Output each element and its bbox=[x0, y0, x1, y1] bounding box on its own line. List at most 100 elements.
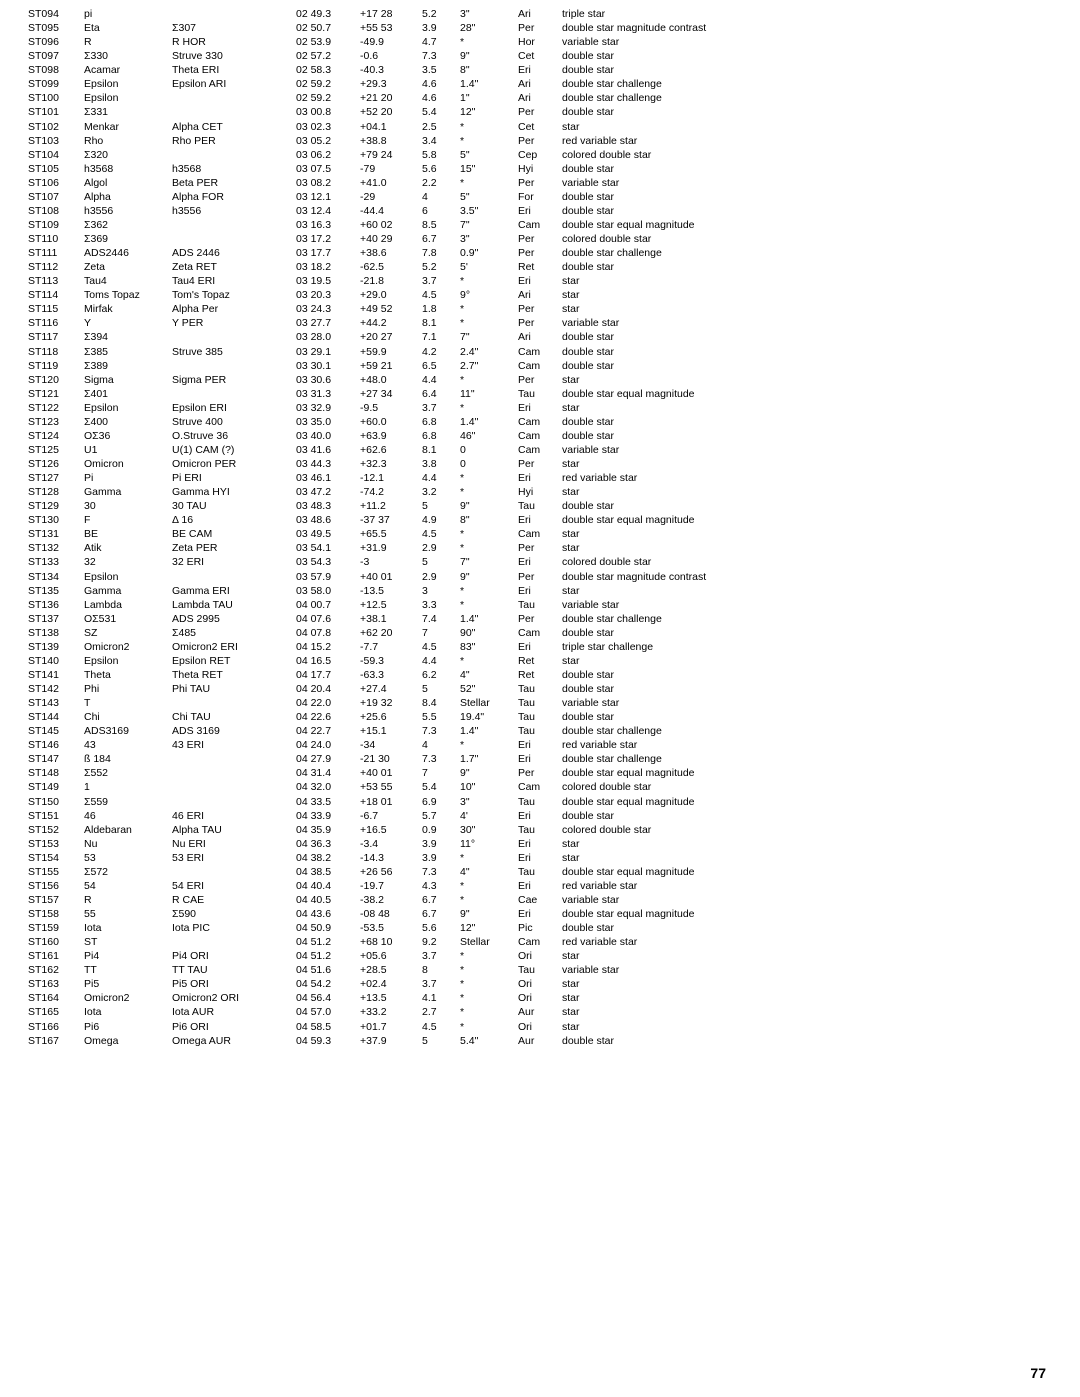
table-cell: Chi TAU bbox=[172, 711, 296, 725]
table-cell: 4 bbox=[422, 739, 460, 753]
table-cell: * bbox=[460, 542, 518, 556]
table-cell: -7.7 bbox=[360, 641, 422, 655]
table-cell: ST105 bbox=[28, 163, 84, 177]
table-cell: +41.0 bbox=[360, 177, 422, 191]
table-cell: ST110 bbox=[28, 233, 84, 247]
table-cell: Cam bbox=[518, 936, 562, 950]
table-cell: 32 bbox=[84, 556, 172, 570]
table-cell: ST130 bbox=[28, 514, 84, 528]
table-cell: Hyi bbox=[518, 163, 562, 177]
table-cell: ST101 bbox=[28, 106, 84, 120]
table-cell: double star bbox=[562, 430, 1052, 444]
table-cell: +65.5 bbox=[360, 528, 422, 542]
table-cell: Pi4 ORI bbox=[172, 950, 296, 964]
table-row: ST131BEBE CAM03 49.5+65.54.5*Camstar bbox=[28, 528, 1052, 542]
table-cell: 7 bbox=[422, 767, 460, 781]
table-row: ST165IotaIota AUR04 57.0+33.22.7*Aurstar bbox=[28, 1006, 1052, 1020]
table-cell: 8" bbox=[460, 64, 518, 78]
table-cell: 03 28.0 bbox=[296, 331, 360, 345]
table-cell: * bbox=[460, 1021, 518, 1035]
table-cell: variable star bbox=[562, 177, 1052, 191]
table-cell: 4.2 bbox=[422, 346, 460, 360]
table-cell: 5 bbox=[422, 1035, 460, 1049]
table-cell: 2.7" bbox=[460, 360, 518, 374]
table-cell: double star bbox=[562, 416, 1052, 430]
table-cell: ST129 bbox=[28, 500, 84, 514]
table-cell: Ret bbox=[518, 669, 562, 683]
table-cell: 43 bbox=[84, 739, 172, 753]
table-cell: ST107 bbox=[28, 191, 84, 205]
table-cell: double star bbox=[562, 50, 1052, 64]
table-row: ST141ThetaTheta RET04 17.7-63.36.24"Retd… bbox=[28, 669, 1052, 683]
table-cell: 1 bbox=[84, 781, 172, 795]
table-cell: Epsilon ARI bbox=[172, 78, 296, 92]
table-cell: double star challenge bbox=[562, 725, 1052, 739]
table-cell: ST136 bbox=[28, 599, 84, 613]
table-cell: 03 16.3 bbox=[296, 219, 360, 233]
table-cell: red variable star bbox=[562, 936, 1052, 950]
table-row: ST139Omicron2Omicron2 ERI04 15.2-7.74.58… bbox=[28, 641, 1052, 655]
table-row: ST120SigmaSigma PER03 30.6+48.04.4*Perst… bbox=[28, 374, 1052, 388]
table-cell: Epsilon bbox=[84, 92, 172, 106]
table-cell: 03 41.6 bbox=[296, 444, 360, 458]
table-cell: 11" bbox=[460, 388, 518, 402]
table-cell: 8.1 bbox=[422, 444, 460, 458]
table-cell: Eri bbox=[518, 838, 562, 852]
table-cell: star bbox=[562, 1021, 1052, 1035]
table-cell: +52 20 bbox=[360, 106, 422, 120]
table-cell: ST137 bbox=[28, 613, 84, 627]
table-cell: Atik bbox=[84, 542, 172, 556]
table-cell: Tau bbox=[518, 388, 562, 402]
table-cell: Sigma bbox=[84, 374, 172, 388]
table-cell: +59 21 bbox=[360, 360, 422, 374]
table-cell: h3568 bbox=[84, 163, 172, 177]
table-cell: Phi TAU bbox=[172, 683, 296, 697]
table-cell: 03 29.1 bbox=[296, 346, 360, 360]
table-cell: ST097 bbox=[28, 50, 84, 64]
table-cell: -74.2 bbox=[360, 486, 422, 500]
table-cell: Gamma ERI bbox=[172, 585, 296, 599]
table-cell: 03 12.1 bbox=[296, 191, 360, 205]
table-cell: Eri bbox=[518, 64, 562, 78]
table-cell: 9" bbox=[460, 908, 518, 922]
table-cell: Σ572 bbox=[84, 866, 172, 880]
table-cell: colored double star bbox=[562, 824, 1052, 838]
table-cell: double star bbox=[562, 360, 1052, 374]
table-cell: 5" bbox=[460, 149, 518, 163]
table-cell: triple star bbox=[562, 8, 1052, 22]
table-cell: double star bbox=[562, 205, 1052, 219]
table-cell: Toms Topaz bbox=[84, 289, 172, 303]
table-cell: ST140 bbox=[28, 655, 84, 669]
table-cell: ß 184 bbox=[84, 753, 172, 767]
table-cell: Eri bbox=[518, 880, 562, 894]
table-row: ST098AcamarTheta ERI02 58.3-40.33.58"Eri… bbox=[28, 64, 1052, 78]
table-cell: ST099 bbox=[28, 78, 84, 92]
table-row: ST167OmegaOmega AUR04 59.3+37.955.4"Aurd… bbox=[28, 1035, 1052, 1049]
table-cell: red variable star bbox=[562, 880, 1052, 894]
table-cell: 3.9 bbox=[422, 852, 460, 866]
table-cell: 46" bbox=[460, 430, 518, 444]
table-row: ST128GammaGamma HYI03 47.2-74.23.2*Hyist… bbox=[28, 486, 1052, 500]
table-row: ST159IotaIota PIC04 50.9-53.55.612"Picdo… bbox=[28, 922, 1052, 936]
table-cell: 3.3 bbox=[422, 599, 460, 613]
table-cell: ST167 bbox=[28, 1035, 84, 1049]
table-cell: 4.5 bbox=[422, 289, 460, 303]
table-cell: -0.6 bbox=[360, 50, 422, 64]
table-cell: ST120 bbox=[28, 374, 84, 388]
table-cell: 9" bbox=[460, 571, 518, 585]
table-cell: Cam bbox=[518, 781, 562, 795]
table-cell: Per bbox=[518, 767, 562, 781]
table-row: ST130FΔ 1603 48.6-37 374.98"Eridouble st… bbox=[28, 514, 1052, 528]
table-cell: Eri bbox=[518, 810, 562, 824]
table-cell: 3.7 bbox=[422, 978, 460, 992]
table-cell: 04 40.5 bbox=[296, 894, 360, 908]
table-cell: h3556 bbox=[172, 205, 296, 219]
table-cell: Per bbox=[518, 135, 562, 149]
table-cell: Eri bbox=[518, 402, 562, 416]
table-row: ST111ADS2446ADS 244603 17.7+38.67.80.9"P… bbox=[28, 247, 1052, 261]
table-row: ST142PhiPhi TAU04 20.4+27.4552"Taudouble… bbox=[28, 683, 1052, 697]
table-row: ST140EpsilonEpsilon RET04 16.5-59.34.4*R… bbox=[28, 655, 1052, 669]
table-row: ST144ChiChi TAU04 22.6+25.65.519.4"Taudo… bbox=[28, 711, 1052, 725]
table-cell: Alpha FOR bbox=[172, 191, 296, 205]
table-cell: 5.2 bbox=[422, 261, 460, 275]
